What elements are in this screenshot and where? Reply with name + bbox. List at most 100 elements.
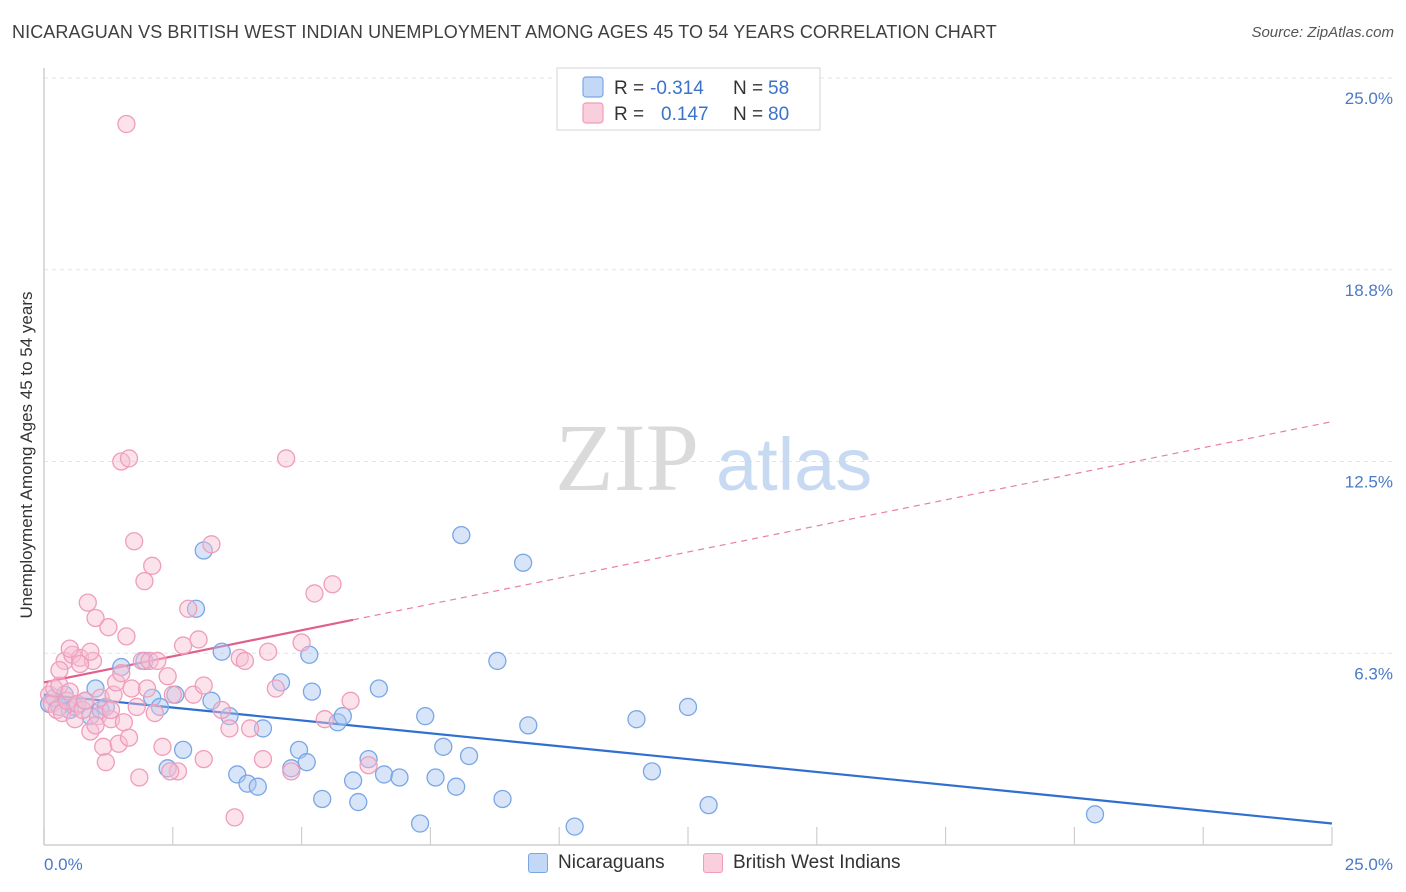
series-legend-item-british-west-indians[interactable]: British West Indians bbox=[703, 852, 901, 874]
point-british-west-indians bbox=[315, 710, 334, 729]
point-british-west-indians bbox=[240, 719, 260, 738]
point-british-west-indians bbox=[112, 664, 131, 683]
point-british-west-indians bbox=[323, 575, 342, 594]
source-label: Source: ZipAtlas.com bbox=[1251, 24, 1394, 41]
point-nicaraguans bbox=[349, 792, 368, 812]
point-british-west-indians bbox=[148, 651, 167, 671]
legend-swatch-british-west-indians bbox=[582, 102, 604, 124]
series-legend: Nicaraguans British West Indians bbox=[0, 852, 1406, 878]
point-nicaraguans bbox=[513, 553, 533, 572]
point-british-west-indians bbox=[45, 679, 64, 698]
tick-labels: 25.0% 18.8% 12.5% 6.3% 0.0% 25.0% bbox=[44, 89, 1393, 874]
series-legend-item-nicaraguans[interactable]: Nicaraguans bbox=[528, 852, 665, 874]
point-british-west-indians bbox=[230, 648, 249, 668]
point-british-west-indians bbox=[65, 710, 85, 729]
point-british-west-indians bbox=[119, 728, 139, 747]
point-nicaraguans bbox=[333, 706, 352, 726]
point-nicaraguans bbox=[238, 774, 257, 793]
point-british-west-indians bbox=[220, 719, 239, 738]
legend-n-label: N = bbox=[733, 78, 763, 99]
legend-r-label: R = bbox=[614, 104, 644, 125]
legend-r-value: 0.147 bbox=[661, 104, 709, 125]
legend-n-value: 80 bbox=[768, 104, 789, 125]
point-british-west-indians bbox=[202, 535, 221, 554]
point-british-west-indians bbox=[117, 114, 136, 134]
point-british-west-indians bbox=[168, 762, 188, 781]
point-british-west-indians bbox=[163, 685, 182, 704]
point-british-west-indians bbox=[114, 713, 134, 732]
point-nicaraguans bbox=[313, 789, 332, 809]
y-tick-label: 6.3% bbox=[1354, 664, 1393, 683]
point-nicaraguans bbox=[186, 599, 206, 618]
point-british-west-indians bbox=[119, 449, 139, 468]
point-british-west-indians bbox=[47, 700, 67, 720]
point-nicaraguans bbox=[699, 795, 718, 815]
series-swatch bbox=[528, 853, 548, 873]
point-nicaraguans bbox=[86, 679, 105, 698]
point-british-west-indians bbox=[305, 584, 324, 603]
axes bbox=[43, 68, 1333, 846]
point-british-west-indians bbox=[50, 676, 69, 695]
point-nicaraguans bbox=[416, 706, 435, 726]
point-british-west-indians bbox=[253, 749, 273, 769]
point-nicaraguans bbox=[434, 737, 453, 756]
point-nicaraguans bbox=[459, 746, 479, 766]
point-british-west-indians bbox=[78, 593, 97, 612]
point-nicaraguans bbox=[302, 682, 322, 701]
point-british-west-indians bbox=[137, 679, 157, 698]
series-legend-label: Nicaraguans bbox=[558, 852, 665, 873]
point-british-west-indians bbox=[184, 685, 203, 704]
point-nicaraguans bbox=[410, 814, 430, 833]
data-points bbox=[40, 114, 1105, 836]
series-swatch bbox=[703, 853, 723, 873]
watermark-atlas: atlas bbox=[716, 423, 872, 506]
point-british-west-indians bbox=[132, 651, 152, 671]
point-nicaraguans bbox=[248, 777, 267, 796]
legend-n-value: 58 bbox=[768, 78, 789, 99]
trend-lines bbox=[43, 421, 1333, 825]
legend-r-label: R = bbox=[614, 78, 644, 99]
point-nicaraguans bbox=[678, 697, 698, 717]
point-british-west-indians bbox=[135, 572, 154, 591]
point-nicaraguans bbox=[202, 691, 221, 710]
point-british-west-indians bbox=[145, 703, 164, 723]
trend-line-british-west-indians bbox=[43, 618, 354, 684]
y-tick-label: 12.5% bbox=[1345, 473, 1393, 492]
point-british-west-indians bbox=[341, 691, 360, 710]
point-british-west-indians bbox=[86, 608, 105, 628]
point-nicaraguans bbox=[1085, 805, 1105, 824]
point-british-west-indians bbox=[266, 679, 285, 698]
point-nicaraguans bbox=[565, 817, 584, 836]
point-british-west-indians bbox=[194, 749, 213, 769]
point-british-west-indians bbox=[96, 753, 115, 772]
point-british-west-indians bbox=[158, 667, 177, 686]
point-british-west-indians bbox=[359, 756, 378, 775]
point-nicaraguans bbox=[488, 651, 507, 671]
y-tick-label: 18.8% bbox=[1345, 281, 1393, 300]
point-british-west-indians bbox=[130, 768, 149, 787]
point-nicaraguans bbox=[452, 525, 471, 545]
point-british-west-indians bbox=[143, 556, 162, 575]
point-british-west-indians bbox=[153, 737, 172, 756]
point-nicaraguans bbox=[519, 716, 538, 735]
point-british-west-indians bbox=[225, 808, 244, 827]
correlation-legend: R = -0.314 N = 58 R = 0.147 N = 80 bbox=[556, 67, 821, 131]
point-nicaraguans bbox=[390, 768, 409, 787]
point-british-west-indians bbox=[235, 651, 255, 671]
point-british-west-indians bbox=[194, 676, 213, 695]
point-british-west-indians bbox=[101, 700, 121, 720]
point-british-west-indians bbox=[140, 651, 159, 671]
point-nicaraguans bbox=[359, 749, 378, 769]
point-nicaraguans bbox=[158, 759, 177, 778]
gridlines bbox=[44, 77, 1392, 654]
point-nicaraguans bbox=[143, 688, 162, 707]
legend-n-label: N = bbox=[733, 104, 763, 125]
point-nicaraguans bbox=[493, 789, 512, 809]
point-british-west-indians bbox=[117, 627, 136, 646]
legend-swatch-nicaraguans bbox=[582, 76, 604, 98]
point-nicaraguans bbox=[447, 777, 466, 796]
x-tick-label: 0.0% bbox=[44, 855, 83, 874]
point-nicaraguans bbox=[642, 762, 662, 781]
point-british-west-indians bbox=[276, 449, 296, 468]
point-british-west-indians bbox=[258, 642, 278, 661]
